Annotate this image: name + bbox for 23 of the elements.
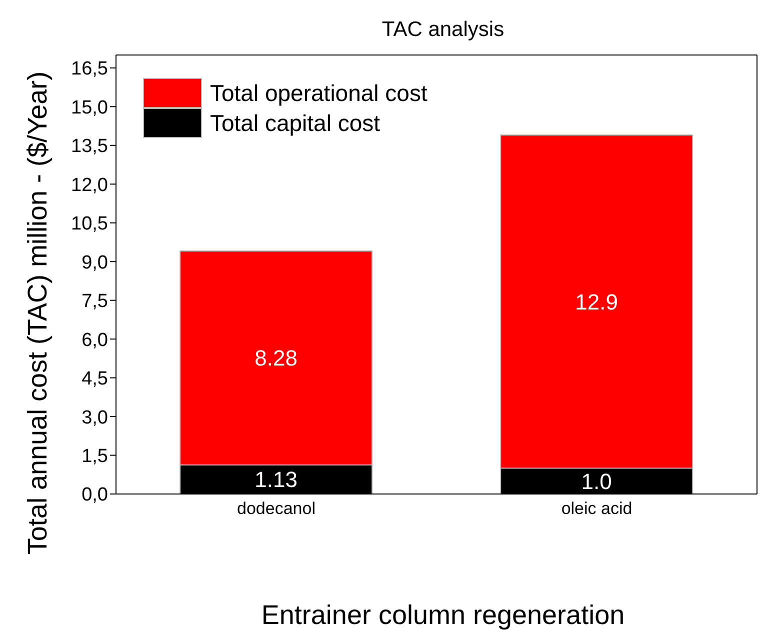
y-tick-label: 1,5 xyxy=(82,446,108,468)
legend-label: Total capital cost xyxy=(210,110,380,136)
y-tick-label: 15,0 xyxy=(71,97,108,118)
chart-title: TAC analysis xyxy=(380,18,506,42)
y-tick-label: 10,5 xyxy=(71,214,108,235)
y-axis-title: Total annual cost (TAC) million - ($/Year) xyxy=(22,71,54,555)
y-tick-label: 9,0 xyxy=(82,252,108,274)
x-axis-title: Entrainer column regeneration xyxy=(260,600,626,630)
y-tick-label: 6,0 xyxy=(82,330,108,351)
y-tick-label: 7,5 xyxy=(82,291,108,312)
y-tick-label: 16,5 xyxy=(71,58,108,80)
data-label: 12.9 xyxy=(575,289,618,314)
data-label: 1.0 xyxy=(581,468,612,494)
y-tick-label: 12,0 xyxy=(71,174,108,196)
x-tick-label: oleic acid xyxy=(561,499,632,518)
y-tick-label: 4,5 xyxy=(82,368,108,390)
data-label: 1.13 xyxy=(254,467,298,492)
x-tick-label: dodecanol xyxy=(237,499,316,518)
y-tick-label: 0,0 xyxy=(82,484,108,506)
legend-label: Total operational cost xyxy=(210,80,428,106)
data-label: 8.28 xyxy=(254,346,298,371)
y-tick-label: 13,5 xyxy=(71,136,108,158)
y-tick-label: 3,0 xyxy=(82,407,108,428)
